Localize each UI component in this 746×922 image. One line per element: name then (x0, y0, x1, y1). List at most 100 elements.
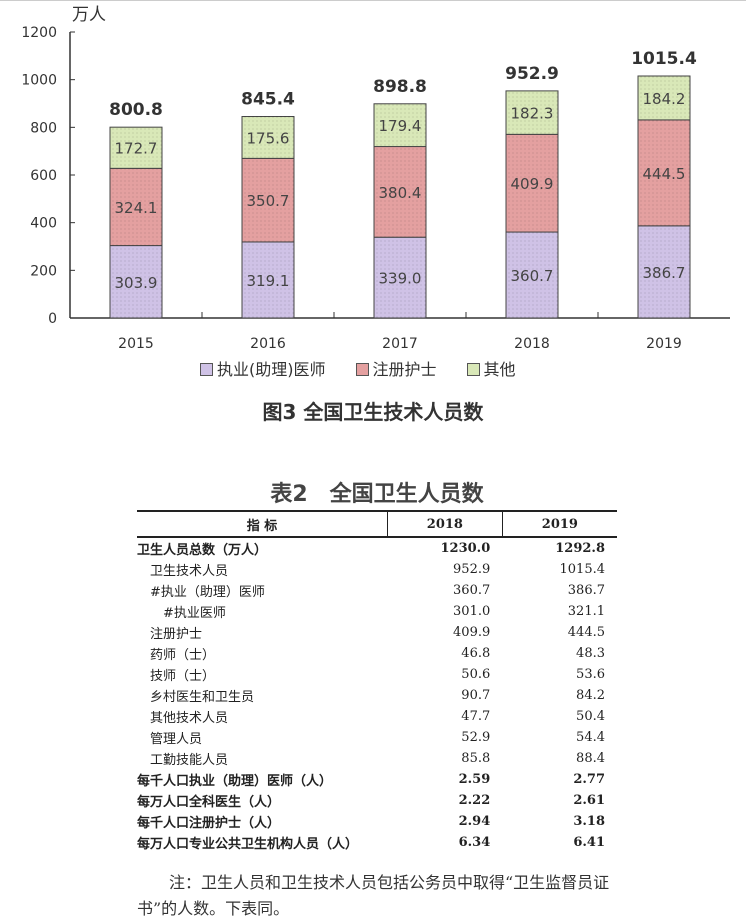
data-label: 179.4 (379, 117, 422, 135)
bar-chart: 万人 0 200 400 600 800 1000 1200 2015 303.9 324.1 172… (21, 5, 730, 350)
value-2019: 48.3 (576, 646, 605, 661)
table-row: 其他技术人员 47.7 50.4 (137, 706, 617, 727)
chart-legend: 执业(助理)医师 注册护士 其他 (200, 356, 516, 380)
legend-label: 执业(助理)医师 (217, 360, 326, 379)
table-row: 卫生技术人员 952.9 1015.4 (137, 559, 617, 580)
header-2018: 2018 (387, 510, 503, 538)
bar-texture (506, 232, 558, 318)
total-label: 1015.4 (631, 49, 697, 69)
table-title: 表2 全国卫生人员数 (270, 482, 484, 507)
row-label: 每千人口执业（助理）医师（人） (137, 774, 333, 789)
row-label: #执业医师 (163, 606, 226, 621)
data-label: 350.7 (247, 192, 290, 210)
legend-swatch (355, 363, 369, 376)
data-label: 380.4 (379, 184, 422, 202)
value-2019: 88.4 (576, 751, 605, 766)
table-row: #执业（助理）医师 360.7 386.7 (137, 580, 617, 601)
bar-texture (638, 225, 690, 318)
chart-title: 图3 全国卫生技术人员数 (262, 400, 484, 424)
data-label: 409.9 (511, 175, 554, 193)
data-label: 184.2 (643, 90, 686, 108)
value-2019: 321.1 (567, 604, 605, 619)
y-tick-label: 400 (30, 216, 57, 232)
y-axis-label: 万人 (72, 5, 106, 25)
value-2018: 46.8 (461, 646, 491, 661)
value-2019: 2.61 (573, 793, 605, 808)
table-row: 乡村医生和卫生员 90.7 84.2 (137, 685, 617, 706)
y-tick-label: 1200 (21, 25, 57, 41)
x-tick-label: 2018 (514, 336, 550, 350)
total-label: 952.9 (505, 64, 559, 84)
table-row: 工勤技能人员 85.8 88.4 (137, 748, 617, 769)
data-label: 172.7 (115, 140, 158, 158)
table-row: 卫生人员总数（万人） 1230.0 1292.8 (137, 537, 617, 559)
legend-label: 其他 (483, 360, 516, 379)
row-label: 其他技术人员 (150, 711, 229, 726)
value-2019: 54.4 (576, 730, 605, 745)
value-2018: 360.7 (453, 583, 491, 598)
value-2018: 409.9 (453, 625, 491, 640)
data-label: 175.6 (247, 129, 290, 147)
top-border (0, 0, 746, 1)
data-label: 444.5 (643, 165, 686, 183)
y-tick-label: 600 (30, 168, 57, 184)
value-2019: 84.2 (576, 688, 605, 703)
staff-table: 指 标 2018 2019 卫生人员总数（万人） 1230.0 1292.8 卫生技术… (137, 510, 617, 853)
value-2019: 1015.4 (559, 562, 606, 577)
bar-texture (374, 146, 426, 238)
value-2019: 1292.8 (555, 541, 605, 556)
value-2019: 3.18 (573, 814, 605, 829)
bar-texture (374, 237, 426, 318)
value-2018: 52.9 (461, 730, 491, 745)
data-label: 303.9 (115, 274, 158, 292)
row-label: 工勤技能人员 (150, 753, 229, 768)
bar-texture (110, 245, 162, 318)
total-label: 800.8 (109, 100, 163, 120)
row-label: 每万人口专业公共卫生机构人员（人） (137, 837, 359, 852)
bar-texture (110, 168, 162, 246)
table-row: 药师（士） 46.8 48.3 (137, 643, 617, 664)
legend-item: 注册护士 (355, 356, 437, 380)
x-tick-label: 2016 (250, 336, 286, 350)
table-row: #执业医师 301.0 321.1 (137, 601, 617, 622)
legend-label: 注册护士 (372, 360, 437, 379)
value-2018: 952.9 (453, 562, 491, 577)
data-label: 182.3 (511, 105, 554, 123)
bar-texture (110, 127, 162, 169)
value-2018: 50.6 (461, 667, 491, 682)
bar-texture (638, 75, 690, 120)
value-2018: 6.34 (458, 835, 491, 850)
data-label: 324.1 (115, 199, 158, 217)
value-2018: 301.0 (453, 604, 491, 619)
x-tick-label: 2019 (646, 336, 682, 350)
value-2019: 444.5 (567, 625, 605, 640)
legend-swatch (200, 363, 213, 376)
value-2019: 6.41 (573, 835, 605, 850)
value-2018: 2.94 (458, 814, 491, 829)
bar-texture (374, 103, 426, 147)
table-row: 每千人口执业（助理）医师（人） 2.59 2.77 (137, 769, 617, 790)
data-label: 339.0 (379, 270, 422, 288)
bar-texture (506, 90, 558, 135)
value-2018: 2.22 (458, 793, 491, 808)
row-label: 每千人口注册护士（人） (137, 816, 281, 831)
row-label: 卫生人员总数（万人） (137, 543, 268, 558)
total-label: 845.4 (241, 90, 295, 110)
value-2019: 2.77 (573, 772, 605, 787)
x-tick-label: 2015 (118, 336, 154, 350)
value-2018: 85.8 (461, 751, 491, 766)
table-row: 每万人口专业公共卫生机构人员（人） 6.34 6.41 (137, 832, 617, 853)
legend-item: 执业(助理)医师 (200, 356, 326, 380)
bar-texture (242, 116, 294, 159)
table-row: 每千人口注册护士（人） 2.94 3.18 (137, 811, 617, 832)
table-row: 技师（士） 50.6 53.6 (137, 664, 617, 685)
row-label: 卫生技术人员 (150, 564, 229, 579)
row-label: 技师（士） (150, 669, 216, 684)
data-label: 360.7 (511, 267, 554, 285)
data-label: 319.1 (247, 272, 290, 290)
bar-texture (506, 134, 558, 233)
y-tick-label: 0 (48, 311, 57, 327)
table-row: 注册护士 409.9 444.5 (137, 622, 617, 643)
bar-texture (242, 158, 294, 242)
y-tick-label: 800 (30, 120, 57, 136)
